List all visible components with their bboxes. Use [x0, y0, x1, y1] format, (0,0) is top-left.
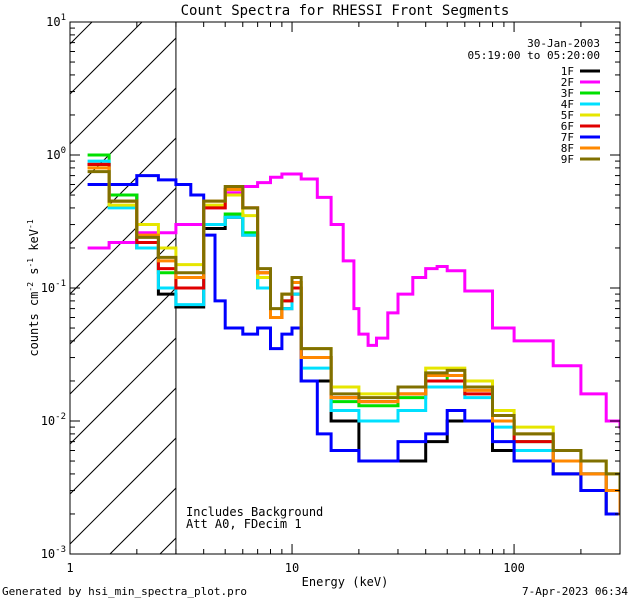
- date-label: 30-Jan-2003: [527, 37, 600, 50]
- legend-label-6F: 6F: [561, 120, 574, 133]
- chart-title: Count Spectra for RHESSI Front Segments: [181, 3, 510, 19]
- annotation-background: Includes Background: [186, 505, 323, 519]
- footer-generator: Generated by hsi_min_spectra_plot.pro: [2, 585, 247, 598]
- legend-label-1F: 1F: [561, 65, 574, 78]
- x-tick-label: 100: [503, 561, 525, 575]
- y-tick-label: 101: [46, 13, 66, 29]
- hatch-line: [70, 237, 176, 345]
- y-axis-label: counts cm-2 s-1 keV-1: [26, 219, 41, 356]
- series-layer: [87, 153, 620, 516]
- footer-timestamp: 7-Apr-2023 06:34: [522, 585, 628, 598]
- legend-label-8F: 8F: [561, 142, 574, 155]
- legend-label-9F: 9F: [561, 153, 574, 166]
- hatch-line: [70, 37, 176, 145]
- y-tick-label: 10-2: [41, 412, 66, 428]
- y-tick-label: 100: [46, 146, 66, 162]
- legend-label-2F: 2F: [561, 76, 574, 89]
- legend-label-3F: 3F: [561, 87, 574, 100]
- legend-label-5F: 5F: [561, 109, 574, 122]
- x-tick-label: 1: [66, 561, 73, 575]
- annotation-attenuator: Att A0, FDecim 1: [186, 517, 302, 531]
- y-tick-label: 10-1: [41, 279, 66, 295]
- y-tick-label: 10-3: [41, 545, 66, 561]
- hatch-line: [70, 437, 176, 545]
- series-2F: [87, 172, 620, 429]
- time-range-label: 05:19:00 to 05:20:00: [468, 49, 600, 62]
- y-axis: 10-3 10-2 10-1 100 101: [41, 13, 620, 561]
- series-9F: [87, 170, 620, 492]
- legend-label-7F: 7F: [561, 131, 574, 144]
- legend-label-4F: 4F: [561, 98, 574, 111]
- hatch-line: [70, 22, 143, 95]
- x-axis-label: Energy (keV): [302, 575, 389, 589]
- hatch-line: [70, 387, 176, 495]
- x-axis: 1 10 100: [66, 22, 621, 575]
- hatch-line: [70, 187, 176, 295]
- x-tick-label: 10: [285, 561, 299, 575]
- hatched-region: [70, 22, 176, 554]
